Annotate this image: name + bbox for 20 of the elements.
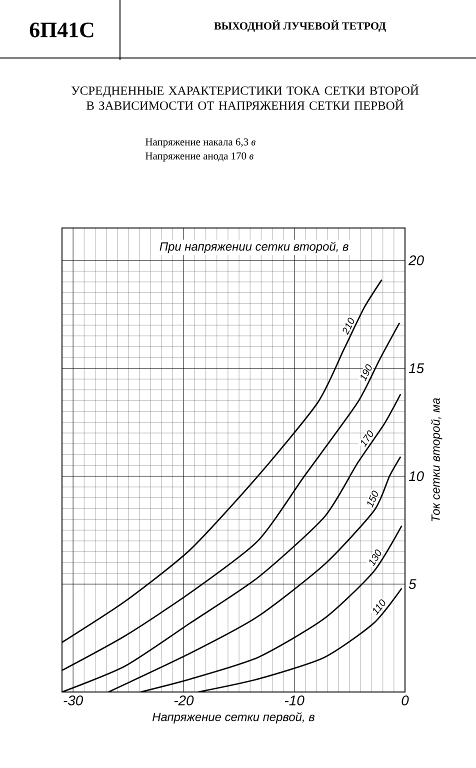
y-tick-label: 5: [408, 579, 416, 589]
y-axis-title: Ток сетки второй, ма: [430, 398, 442, 522]
x-tick-label: -30: [64, 696, 84, 706]
text: 190: [360, 364, 372, 382]
x-tick-label: 0: [402, 696, 409, 706]
chart-title: УСРЕДНЕННЫЕ ХАРАКТЕРИСТИКИ ТОКА СЕТКИ ВТОРОЙ В ЗАВИСИМОСТИ ОТ НАПРЯЖЕНИЯ СЕТКИ ПЕРВОЙ: [71, 84, 419, 110]
text: 210: [342, 318, 354, 335]
y-tick-label: 15: [408, 363, 424, 374]
y-tick-label: 10: [408, 471, 424, 482]
x-tick-label: -10: [284, 696, 304, 706]
x-tick-label: -20: [174, 696, 194, 706]
text: 150: [367, 490, 378, 508]
text: Напряжение накала 6,3 в: [146, 138, 256, 148]
text: Напряжение анода 170 в: [146, 152, 254, 162]
text: 110: [373, 599, 386, 616]
x-axis-title: Напряжение сетки первой, в: [152, 712, 315, 724]
legend-title: При напряжении сетки второй, в: [160, 242, 348, 254]
text: ВЫХОДНОЙ ЛУЧЕВОЙ ТЕТРОД: [214, 20, 386, 32]
text: 6П41С: [30, 22, 94, 38]
y-tick-label: 20: [408, 255, 424, 266]
